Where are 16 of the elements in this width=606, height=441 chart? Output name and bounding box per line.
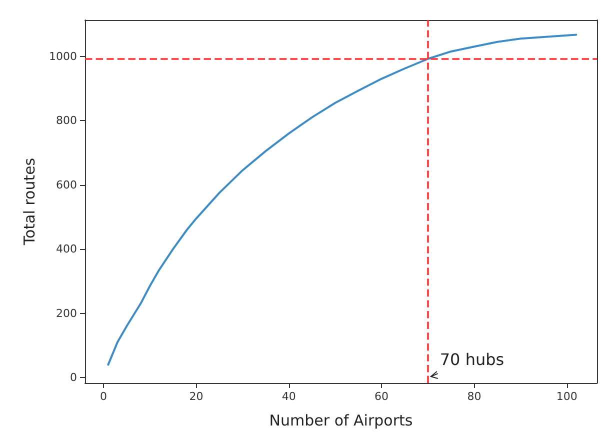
line-series xyxy=(107,34,578,366)
x-tick-label: 80 xyxy=(467,390,482,403)
y-axis-title: Total routes xyxy=(20,158,38,246)
y-tick-label: 600 xyxy=(56,178,77,192)
y-tick-label: 0 xyxy=(70,371,77,384)
x-axis-title: Number of Airports xyxy=(269,412,413,430)
x-tick-label: 100 xyxy=(556,390,578,403)
y-tick-label: 400 xyxy=(56,242,77,256)
y-tick-label: 800 xyxy=(56,114,77,128)
x-tick-label: 40 xyxy=(282,390,296,403)
annotation: 70 hubs xyxy=(440,350,504,370)
x-tick-label: 60 xyxy=(374,390,389,403)
y-tick-label: 1000 xyxy=(49,50,77,63)
y-tick-label: 200 xyxy=(56,306,77,320)
x-tick-label: 0 xyxy=(100,390,108,403)
x-tick-label: 20 xyxy=(189,390,204,403)
